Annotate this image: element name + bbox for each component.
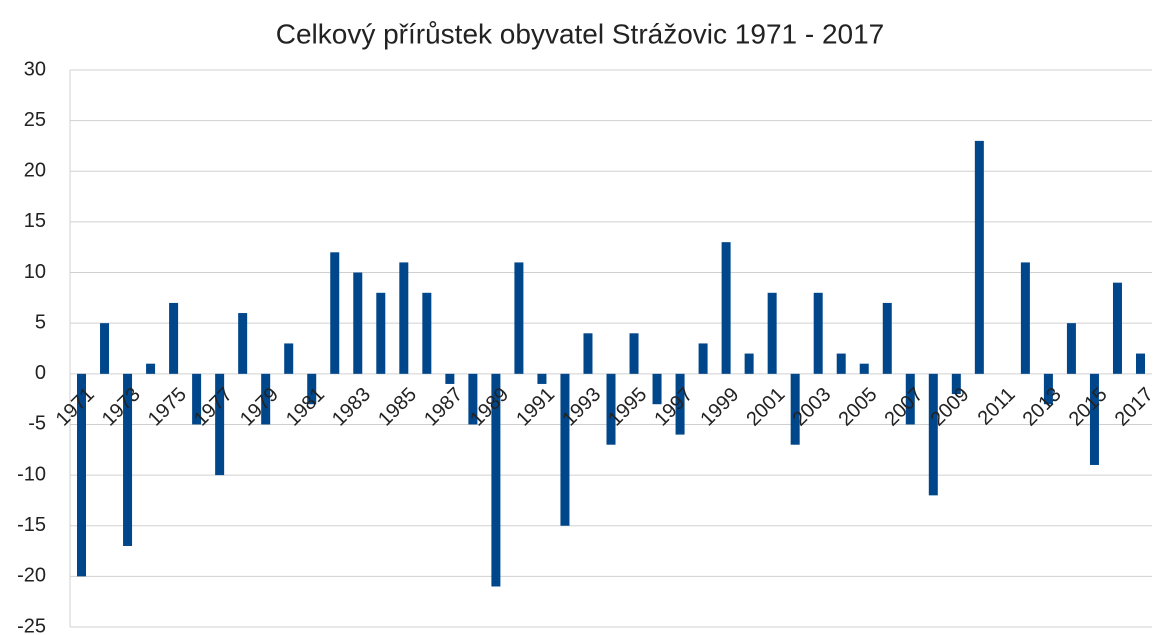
bar xyxy=(146,363,156,374)
bar xyxy=(1112,282,1122,374)
bar xyxy=(1043,373,1053,405)
y-tick-label: 20 xyxy=(24,160,46,182)
bar xyxy=(1020,262,1030,374)
bar xyxy=(468,373,478,425)
x-tick-label: 1973 xyxy=(98,384,145,431)
x-tick-label: 1975 xyxy=(144,384,191,431)
x-tick-label: 2015 xyxy=(1065,384,1112,431)
x-tick-label: 1999 xyxy=(696,384,743,431)
bar xyxy=(123,373,133,546)
bar xyxy=(560,373,570,526)
bar xyxy=(353,272,363,374)
y-tick-label: 0 xyxy=(35,362,46,384)
y-tick-label: -25 xyxy=(17,615,46,635)
x-tick-label: 2017 xyxy=(1111,384,1154,431)
x-tick-label: 2005 xyxy=(834,384,881,431)
bar xyxy=(192,373,202,425)
bar xyxy=(790,373,800,445)
bar xyxy=(376,292,386,374)
bar xyxy=(307,373,317,405)
bar xyxy=(928,373,938,496)
x-tick-label: 2001 xyxy=(742,384,789,431)
bar xyxy=(767,292,777,374)
bar xyxy=(629,333,639,374)
bar xyxy=(974,140,984,374)
x-tick-label: 2007 xyxy=(881,384,928,431)
x-tick-label: 1981 xyxy=(282,384,329,431)
bar xyxy=(238,313,248,374)
bar xyxy=(652,373,662,405)
bar xyxy=(422,292,432,374)
bar xyxy=(399,262,409,374)
bar xyxy=(491,373,501,587)
bar xyxy=(261,373,271,425)
bar xyxy=(1089,373,1099,465)
bar xyxy=(675,373,685,435)
y-tick-label: 30 xyxy=(24,58,46,80)
x-tick-label: 2011 xyxy=(974,384,1020,430)
bar xyxy=(537,373,547,384)
y-tick-label: -20 xyxy=(17,565,46,587)
bar xyxy=(882,302,892,374)
bar xyxy=(284,343,294,374)
bar xyxy=(836,353,846,374)
x-tick-label: 1983 xyxy=(328,384,375,431)
bar xyxy=(813,292,823,374)
bar xyxy=(100,323,110,374)
bar xyxy=(77,373,87,577)
x-tick-label: 1987 xyxy=(420,384,467,431)
bar xyxy=(905,373,915,425)
x-tick-label: 1991 xyxy=(512,384,559,431)
bar xyxy=(1066,323,1076,374)
y-tick-label: -5 xyxy=(28,413,46,435)
bar xyxy=(514,262,524,374)
bar xyxy=(744,353,754,374)
y-tick-label: 25 xyxy=(24,109,46,131)
bar xyxy=(721,242,731,374)
bar xyxy=(1135,353,1145,374)
bar xyxy=(330,252,340,374)
chart-title: Celkový přírůstek obyvatel Strážovic 197… xyxy=(276,18,885,49)
x-tick-label: 1985 xyxy=(374,384,421,431)
y-tick-label: 10 xyxy=(24,261,46,283)
bar xyxy=(583,333,593,374)
y-tick-label: -15 xyxy=(17,514,46,536)
bar xyxy=(606,373,616,445)
bar xyxy=(445,373,455,384)
bar xyxy=(169,302,179,374)
x-tick-label: 1971 xyxy=(52,384,99,431)
y-tick-label: 15 xyxy=(24,210,46,232)
x-tick-label: 1979 xyxy=(236,384,283,431)
y-tick-label: -10 xyxy=(17,463,46,485)
bar xyxy=(698,343,708,374)
y-tick-label: 5 xyxy=(35,311,46,333)
x-tick-label: 2013 xyxy=(1019,384,1066,431)
bar xyxy=(951,373,961,395)
bar xyxy=(215,373,225,476)
bar xyxy=(859,363,869,374)
